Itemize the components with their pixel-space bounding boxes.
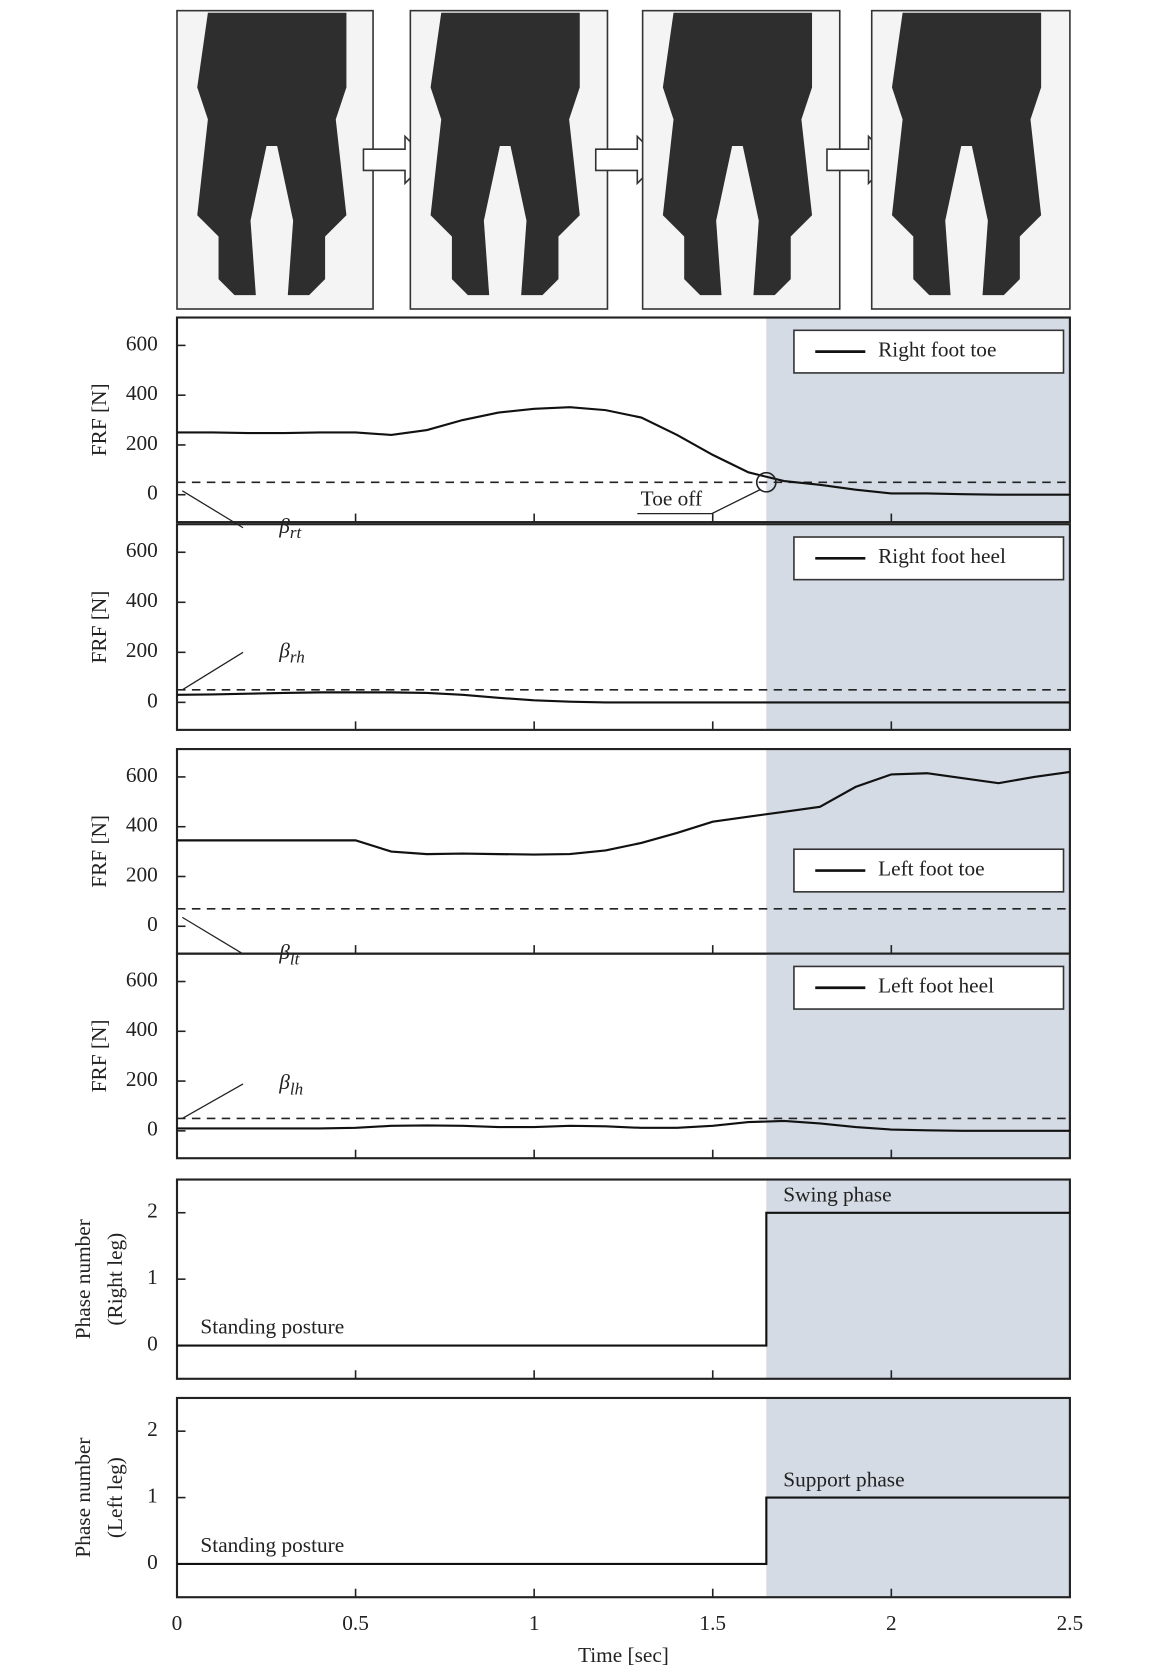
legend-label: Right foot toe [878, 338, 996, 362]
data-line [176, 770, 1071, 856]
data-line [176, 1496, 1070, 1566]
photo-strip [176, 9, 1071, 310]
threshold-subscript: rt [290, 523, 303, 542]
legend-label: Left foot heel [878, 974, 994, 998]
threshold-label: βrh [278, 638, 304, 666]
y-tick-label: 600 [126, 967, 158, 991]
y-axis-label: FRF [N] [87, 591, 111, 664]
x-tick-label: 0 [172, 1611, 183, 1635]
y-axis-label: (Right leg) [103, 1233, 127, 1326]
annotation-leader [181, 916, 244, 955]
threshold-symbol: β [278, 1070, 290, 1094]
annotation: Support phase [783, 1467, 904, 1491]
x-axis-label: Time [sec] [578, 1643, 669, 1667]
y-tick-label: 0 [147, 1117, 158, 1141]
threshold-label: βlh [278, 1070, 303, 1098]
toe-off-marker [755, 471, 777, 493]
y-tick-label: 0 [147, 688, 158, 712]
x-tick-label: 0.5 [342, 1611, 369, 1635]
annotation: Standing posture [200, 1533, 344, 1557]
photo [870, 9, 1071, 310]
y-tick-label: 2 [147, 1199, 158, 1223]
y-tick-label: 400 [126, 381, 158, 405]
data-line [176, 691, 1070, 704]
y-tick-label: 400 [126, 813, 158, 837]
threshold-subscript: lh [290, 1079, 303, 1098]
y-tick-label: 600 [126, 538, 158, 562]
x-tick-label: 1.5 [699, 1611, 726, 1635]
y-axis-label: Phase number [71, 1438, 95, 1558]
y-tick-label: 0 [147, 1550, 158, 1574]
y-axis-label: (Left leg) [103, 1457, 127, 1538]
y-tick-label: 2 [147, 1417, 158, 1441]
annotation: Swing phase [783, 1183, 891, 1207]
y-tick-label: 400 [126, 1017, 158, 1041]
threshold-subscript: rh [290, 648, 305, 667]
threshold-label: βlt [278, 940, 300, 968]
y-axis-label: FRF [N] [87, 383, 111, 456]
annotation: Standing posture [200, 1314, 344, 1338]
annotation: Toe off [641, 487, 703, 511]
y-tick-label: 200 [126, 638, 158, 662]
annotation-leader [637, 489, 761, 515]
y-axis-label: FRF [N] [87, 1020, 111, 1093]
data-line [176, 1211, 1070, 1347]
y-tick-label: 200 [126, 1067, 158, 1091]
photo [176, 9, 374, 310]
x-tick-label: 2 [886, 1611, 897, 1635]
y-axis-label: FRF [N] [87, 815, 111, 888]
threshold-label: βrt [278, 514, 302, 542]
legend-label: Right foot heel [878, 544, 1006, 568]
y-tick-label: 600 [126, 763, 158, 787]
y-tick-label: 400 [126, 588, 158, 612]
annotation-leader [181, 651, 244, 691]
plot-frame [175, 952, 1071, 1160]
y-tick-label: 1 [147, 1265, 158, 1289]
annotation-leader [182, 1083, 244, 1119]
y-tick-label: 200 [126, 431, 158, 455]
data-line [176, 406, 1070, 496]
plot-frame [175, 523, 1071, 731]
legend-label: Left foot toe [878, 856, 984, 880]
threshold-symbol: β [278, 940, 290, 964]
data-line [176, 1119, 1070, 1132]
threshold-symbol: β [278, 638, 290, 662]
y-tick-label: 0 [147, 481, 158, 505]
plot-frame [175, 316, 1071, 524]
annotation-leader [181, 490, 244, 529]
y-tick-label: 200 [126, 862, 158, 886]
photo [641, 9, 841, 310]
x-tick-label: 2.5 [1057, 1611, 1084, 1635]
x-tick-label: 1 [529, 1611, 540, 1635]
y-tick-label: 1 [147, 1483, 158, 1507]
threshold-subscript: lt [290, 949, 301, 968]
y-tick-label: 600 [126, 331, 158, 355]
y-axis-label: Phase number [71, 1219, 95, 1339]
threshold-symbol: β [278, 514, 290, 538]
y-tick-label: 0 [147, 912, 158, 936]
y-tick-label: 0 [147, 1331, 158, 1355]
photo [409, 9, 609, 310]
shaded-region [766, 1179, 1070, 1379]
